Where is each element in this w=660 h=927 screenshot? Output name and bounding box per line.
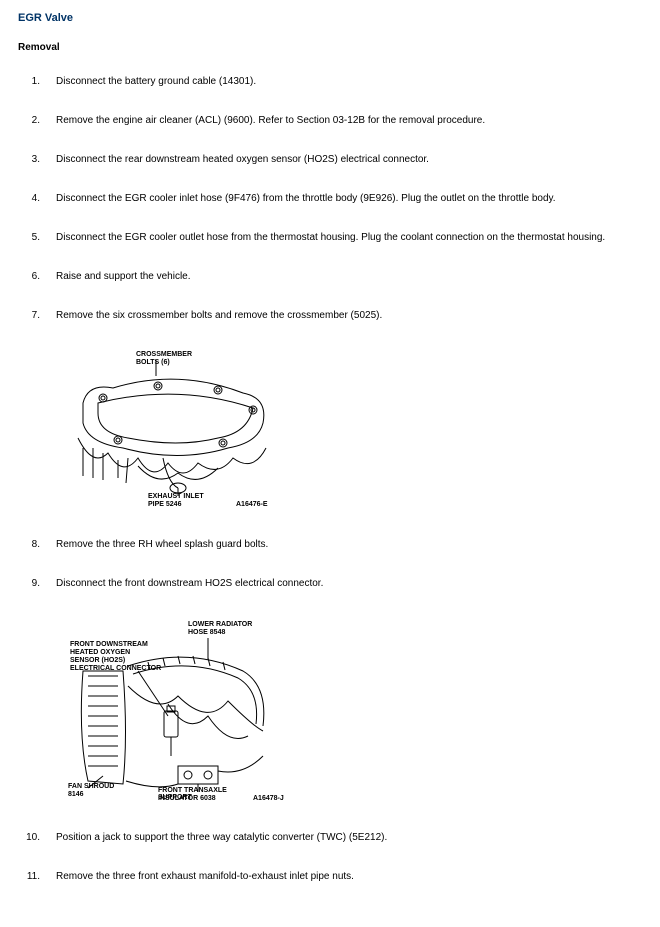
step: 3. Disconnect the rear downstream heated… <box>18 153 642 166</box>
step-text: Disconnect the EGR cooler inlet hose (9F… <box>56 192 642 205</box>
figure-ho2s: LOWER RADIATOR HOSE 8548 FRONT DOWNSTREA… <box>68 616 642 801</box>
step: 1. Disconnect the battery ground cable (… <box>18 75 642 88</box>
label-elec-conn: ELECTRICAL CONNECTOR <box>70 665 161 672</box>
label-hose: HOSE 8548 <box>188 629 225 636</box>
step-number: 4. <box>18 192 56 205</box>
step: 11. Remove the three front exhaust manif… <box>18 870 642 883</box>
step-number: 9. <box>18 577 56 590</box>
step: 7. Remove the six crossmember bolts and … <box>18 309 642 322</box>
step-number: 8. <box>18 538 56 551</box>
step-text: Remove the three front exhaust manifold-… <box>56 870 642 883</box>
step: 10. Position a jack to support the three… <box>18 831 642 844</box>
step-text: Position a jack to support the three way… <box>56 831 642 844</box>
step: 8. Remove the three RH wheel splash guar… <box>18 538 642 551</box>
label-fan-shroud-num: 8146 <box>68 791 84 798</box>
step: 9. Disconnect the front downstream HO2S … <box>18 577 642 590</box>
page: EGR Valve Removal 1. Disconnect the batt… <box>0 0 660 927</box>
label-fan-shroud: FAN SHROUD <box>68 783 114 790</box>
label-figcode: A16476-E <box>236 501 268 508</box>
label-pipe: PIPE 5246 <box>148 501 182 508</box>
step: 6. Raise and support the vehicle. <box>18 270 642 283</box>
label-crossmember: CROSSMEMBER <box>136 351 192 358</box>
step: 5. Disconnect the EGR cooler outlet hose… <box>18 231 642 244</box>
label-sensor: SENSOR (HO2S) <box>70 657 125 664</box>
step-number: 3. <box>18 153 56 166</box>
figure-crossmember: CROSSMEMBER BOLTS (6) EXHAUST INLET PIPE… <box>68 348 642 508</box>
step: 4. Disconnect the EGR cooler inlet hose … <box>18 192 642 205</box>
label-front-transaxle: FRONT TRANSAXLE <box>158 787 227 794</box>
label-exhaust-inlet: EXHAUST INLET <box>148 493 204 500</box>
step-text: Raise and support the vehicle. <box>56 270 642 283</box>
label-front-downstream: FRONT DOWNSTREAM <box>70 641 148 648</box>
label-figcode: A16478-J <box>253 795 284 801</box>
label-insulator: INSULATOR 6038 <box>158 795 216 801</box>
step-text: Disconnect the front downstream HO2S ele… <box>56 577 642 590</box>
step-text: Remove the three RH wheel splash guard b… <box>56 538 642 551</box>
step: 2. Remove the engine air cleaner (ACL) (… <box>18 114 642 127</box>
step-number: 10. <box>18 831 56 844</box>
step-number: 5. <box>18 231 56 244</box>
step-text: Remove the engine air cleaner (ACL) (960… <box>56 114 642 127</box>
label-heated-oxygen: HEATED OXYGEN <box>70 649 130 656</box>
step-number: 6. <box>18 270 56 283</box>
step-text: Disconnect the battery ground cable (143… <box>56 75 642 88</box>
step-text: Remove the six crossmember bolts and rem… <box>56 309 642 322</box>
label-bolts: BOLTS (6) <box>136 359 170 366</box>
step-text: Disconnect the rear downstream heated ox… <box>56 153 642 166</box>
label-lower-radiator: LOWER RADIATOR <box>188 621 252 628</box>
section-title: Removal <box>18 42 642 53</box>
step-number: 2. <box>18 114 56 127</box>
step-number: 7. <box>18 309 56 322</box>
step-text: Disconnect the EGR cooler outlet hose fr… <box>56 231 642 244</box>
step-number: 11. <box>18 870 56 883</box>
page-title: EGR Valve <box>18 12 642 24</box>
step-number: 1. <box>18 75 56 88</box>
